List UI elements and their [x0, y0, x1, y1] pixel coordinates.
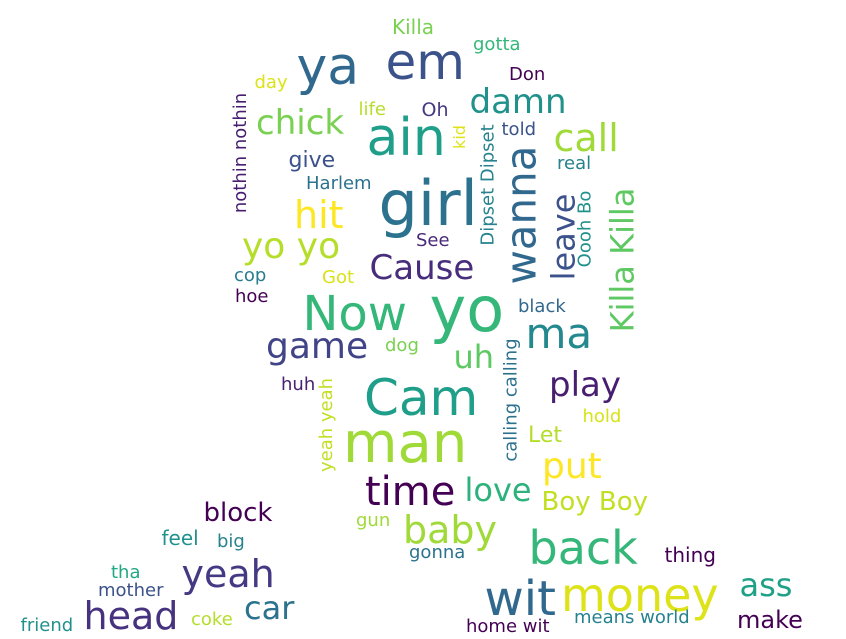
word-killa: Killa: [392, 15, 435, 39]
word-yo-yo: yo yo: [242, 226, 341, 267]
word-yeah-yeah: yeah yeah: [316, 377, 338, 473]
word-cause: Cause: [369, 248, 475, 288]
word-thing: thing: [664, 543, 716, 567]
word-don: Don: [509, 64, 546, 85]
word-ass: ass: [739, 566, 793, 604]
word-damn: damn: [469, 82, 567, 122]
word-home-wit: home wit: [466, 616, 550, 637]
word-ya: ya: [296, 37, 360, 97]
word-wit: wit: [484, 571, 556, 627]
word-girl: girl: [378, 167, 478, 240]
word-hit: hit: [294, 193, 344, 237]
word-man: man: [343, 411, 468, 476]
word-got: Got: [322, 267, 355, 288]
word-gotta: gotta: [473, 34, 521, 55]
word-nothin-nothin: nothin nothin: [230, 92, 252, 214]
word-make: make: [737, 606, 803, 634]
word-cam: Cam: [364, 369, 479, 427]
word-baby: baby: [403, 508, 498, 552]
word-give: give: [288, 148, 336, 173]
word-money: money: [561, 568, 719, 622]
word-killa-killa: Killa Killa: [602, 187, 641, 333]
word-block: block: [203, 498, 273, 528]
word-friend: friend: [20, 615, 74, 636]
word-love: love: [464, 471, 532, 509]
word-mother: mother: [98, 580, 164, 601]
word-day: day: [254, 72, 288, 93]
word-feel: feel: [161, 526, 199, 550]
word-ma: ma: [525, 309, 593, 358]
word-game: game: [266, 326, 369, 367]
word-yo: yo: [429, 273, 505, 346]
word-see: See: [416, 230, 450, 251]
word-now: Now: [302, 286, 408, 342]
word-time: time: [365, 469, 456, 515]
word-life: life: [358, 99, 386, 120]
word-leave: leave: [543, 193, 582, 281]
word-back: back: [528, 521, 638, 575]
word-hoe: hoe: [235, 286, 269, 307]
word-tha: tha: [111, 562, 141, 583]
word-real: real: [557, 153, 592, 174]
word-head: head: [83, 594, 179, 638]
word-oh: Oh: [421, 98, 449, 121]
word-wanna: wanna: [496, 145, 546, 285]
word-car: car: [244, 589, 295, 627]
word-put: put: [542, 446, 602, 487]
word-harlem: Harlem: [306, 173, 372, 194]
word-kid: kid: [449, 125, 469, 149]
word-ain: ain: [366, 108, 446, 168]
word-em: em: [385, 33, 465, 91]
word-uh: uh: [453, 338, 495, 376]
word-cop: cop: [234, 265, 267, 286]
word-chick: chick: [256, 103, 345, 143]
word-calling-calling: calling calling: [500, 338, 522, 462]
word-hold: hold: [582, 406, 622, 427]
word-dog: dog: [385, 335, 419, 356]
word-yeah: yeah: [181, 552, 275, 596]
word-boy-boy: Boy Boy: [541, 487, 649, 517]
word-dipset-dipset: Dipset Dipset: [477, 124, 499, 246]
word-told: told: [501, 119, 537, 140]
word-call: call: [553, 116, 619, 160]
word-play: play: [549, 365, 621, 405]
word-black: black: [518, 296, 566, 317]
word-big: big: [217, 531, 245, 552]
word-means-world: means world: [574, 607, 690, 628]
word-coke: coke: [191, 609, 233, 630]
word-gonna: gonna: [409, 542, 466, 563]
word-huh: huh: [281, 374, 316, 395]
word-let: Let: [528, 423, 563, 448]
word-gun: gun: [356, 510, 391, 531]
